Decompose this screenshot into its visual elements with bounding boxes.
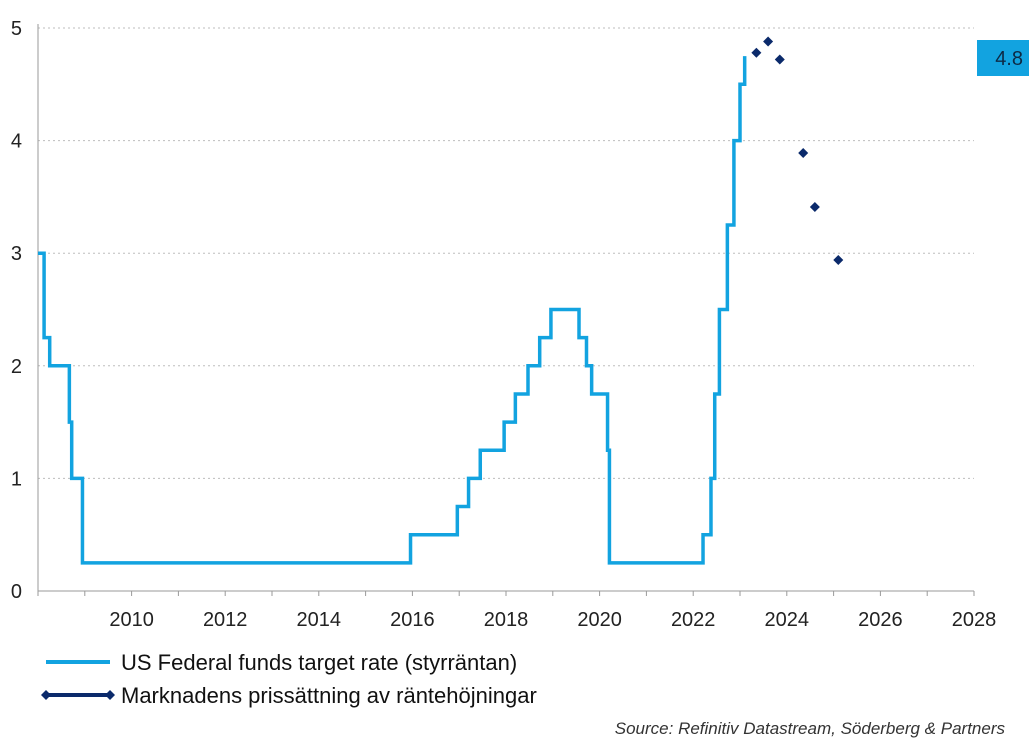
y-axis-ticks: 0 1 2 3 4 5: [11, 18, 22, 603]
x-tick-label: 2018: [484, 609, 529, 631]
grid-lines: [38, 27, 974, 479]
legend-label-market-pricing: Marknadens prissättning av räntehöjninga…: [121, 683, 537, 708]
x-tick-label: 2014: [297, 609, 342, 631]
series-line-fed-rate: [38, 56, 747, 565]
x-tick-label: 2022: [671, 609, 716, 631]
x-tick-label: 2012: [203, 609, 248, 631]
y-tick-label: 0: [11, 581, 22, 603]
legend-marker-market-pricing-right: [105, 690, 115, 700]
x-tick-label: 2024: [765, 609, 810, 631]
annotation-badge-label: 4.8: [995, 48, 1023, 70]
y-tick-label: 2: [11, 356, 22, 378]
x-tick-label: 2028: [952, 609, 997, 631]
x-tick-label: 2020: [577, 609, 622, 631]
marker-market-pricing: [798, 147, 809, 158]
y-tick-label: 3: [11, 243, 22, 265]
annotation-badge-box: [977, 40, 1029, 76]
legend-label-fed-rate: US Federal funds target rate (styrräntan…: [121, 650, 517, 675]
source-note: Source: Refinitiv Datastream, Söderberg …: [615, 719, 1006, 738]
legend-marker-market-pricing-left: [41, 690, 51, 700]
legend: US Federal funds target rate (styrräntan…: [41, 650, 537, 708]
y-tick-label: 4: [11, 131, 22, 153]
marker-market-pricing: [774, 54, 785, 65]
y-tick-label: 5: [11, 18, 22, 40]
axes: [37, 24, 975, 596]
y-tick-label: 1: [11, 468, 22, 490]
annotation-badge: 4.8: [977, 40, 1029, 76]
x-tick-label: 2016: [390, 609, 435, 631]
marker-market-pricing: [763, 36, 774, 47]
marker-market-pricing: [751, 47, 762, 58]
x-tick-label: 2026: [858, 609, 903, 631]
x-axis-ticks: 2010 2012 2014 2016 2018 2020 2022 2024 2026 2028: [109, 609, 996, 631]
series-layer: [38, 36, 844, 565]
x-tick-label: 2010: [109, 609, 154, 631]
marker-market-pricing: [833, 254, 844, 265]
marker-market-pricing: [809, 202, 820, 213]
